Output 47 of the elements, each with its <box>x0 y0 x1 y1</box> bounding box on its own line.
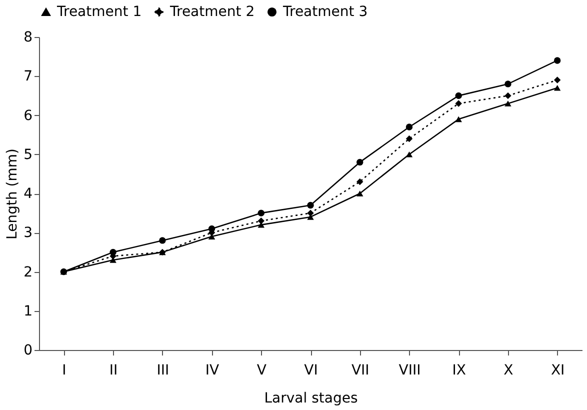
point <box>455 116 462 122</box>
point <box>307 202 314 209</box>
point <box>258 210 264 216</box>
x-tick-label: I <box>62 362 66 378</box>
point <box>504 80 512 88</box>
point <box>307 210 314 216</box>
point <box>455 100 462 107</box>
y-tick-label: 1 <box>24 303 32 320</box>
point <box>554 76 561 84</box>
point <box>356 158 364 166</box>
y-tick-label: 4 <box>24 186 33 202</box>
point <box>406 151 413 158</box>
point <box>356 190 364 196</box>
y-tick-label: 5 <box>24 146 32 163</box>
point <box>159 237 166 244</box>
point <box>356 178 364 186</box>
y-tick-label: 6 <box>24 108 33 124</box>
x-tick-label: X <box>504 362 514 378</box>
y-tick-label: 2 <box>24 264 32 280</box>
x-tick-label: IX <box>452 362 466 378</box>
x-tick-label: V <box>256 362 267 378</box>
x-tick-label: VI <box>304 362 318 378</box>
point <box>406 124 413 130</box>
legend-label: Treatment 3 <box>282 4 368 20</box>
y-tick-label: 8 <box>24 30 32 46</box>
y-axis-title: Length (mm) <box>4 148 21 240</box>
point <box>455 92 462 100</box>
x-tick-label: XI <box>550 362 565 378</box>
x-tick-label: II <box>109 362 118 378</box>
x-tick-label: III <box>156 362 170 378</box>
point <box>110 248 116 256</box>
y-tick-label: 3 <box>24 225 32 242</box>
point <box>554 57 561 64</box>
legend-label: Treatment 2 <box>169 4 255 20</box>
y-tick-label: 7 <box>24 68 32 85</box>
point <box>504 92 512 100</box>
y-tick-label: 0 <box>24 342 32 358</box>
x-tick-label: VII <box>351 362 370 378</box>
x-tick-label: IV <box>205 362 220 378</box>
point <box>208 225 216 232</box>
point <box>554 84 561 91</box>
point <box>258 218 264 224</box>
legend-label: Treatment 1 <box>56 4 142 20</box>
point <box>406 135 413 142</box>
point <box>504 100 512 106</box>
x-tick-label: VIII <box>398 362 421 378</box>
x-axis-title: Larval stages <box>264 390 358 406</box>
